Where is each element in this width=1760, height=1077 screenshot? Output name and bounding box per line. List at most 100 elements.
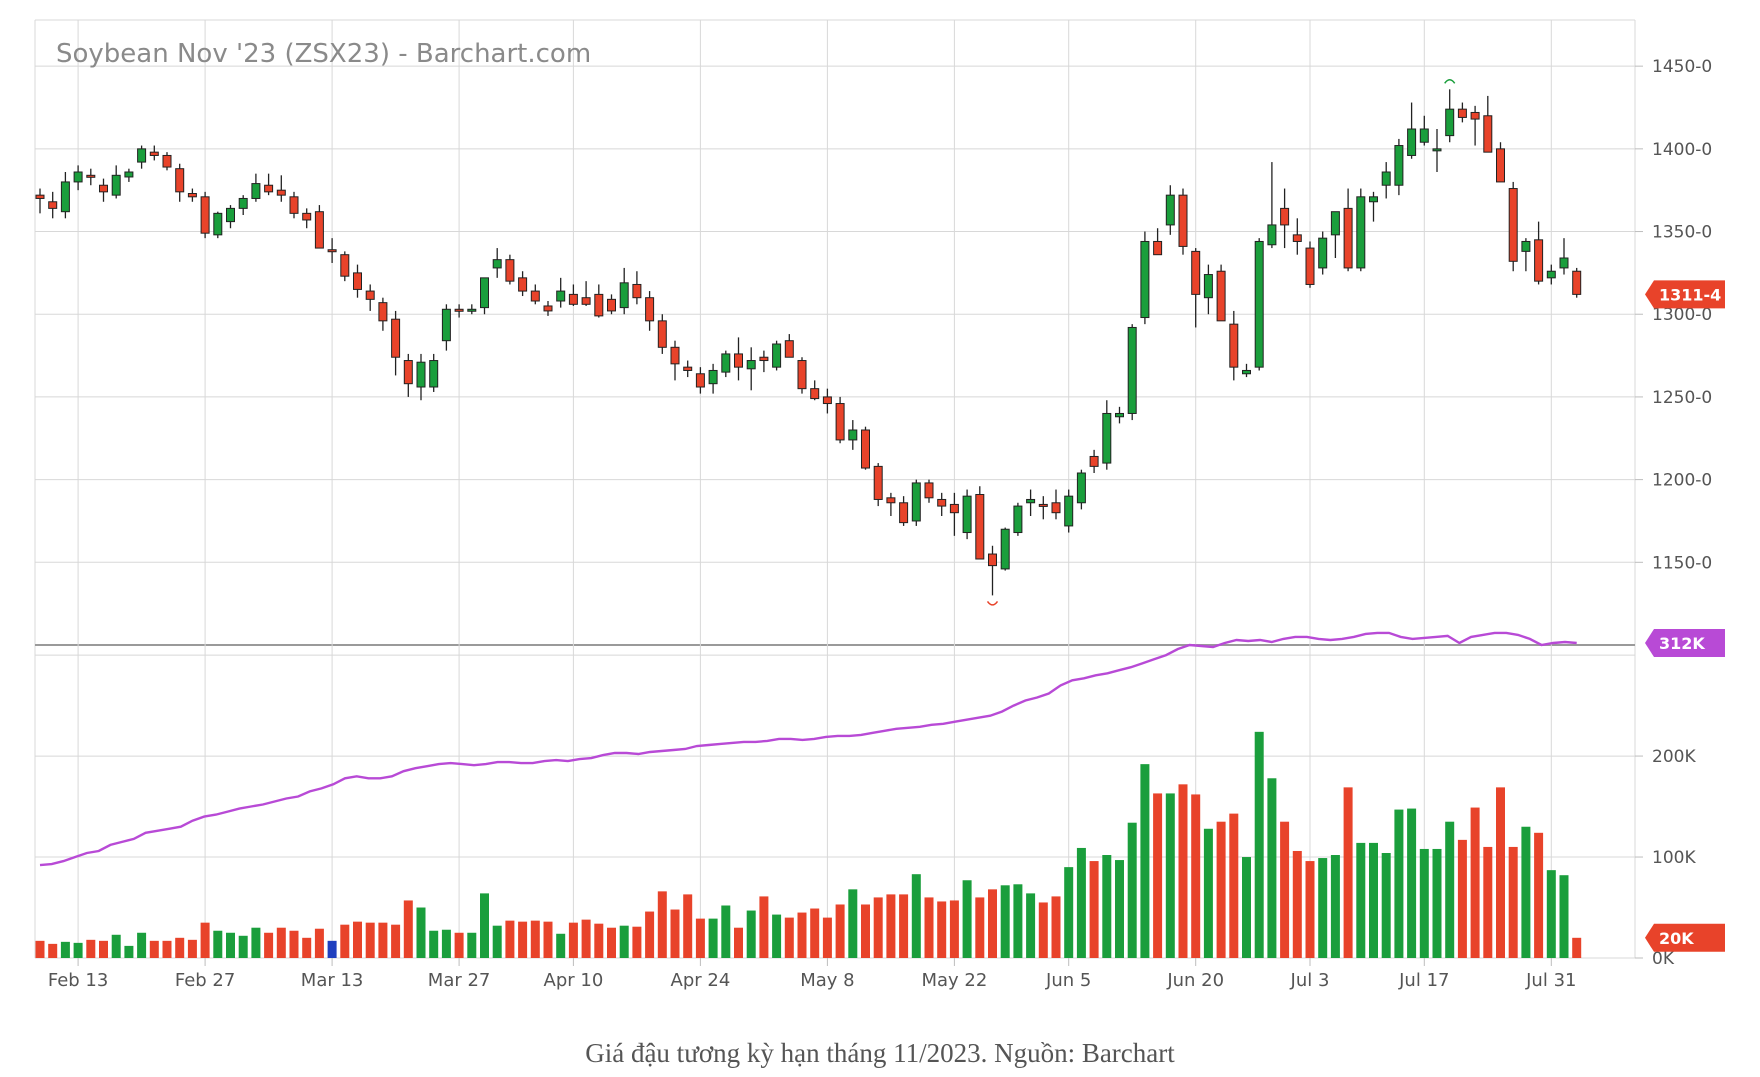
volume-bar	[988, 889, 997, 958]
candle-body	[581, 297, 591, 305]
candle	[530, 284, 540, 305]
volume-bars	[35, 731, 1582, 958]
candle	[1127, 324, 1137, 421]
candle	[1216, 264, 1226, 322]
candle	[1369, 191, 1378, 222]
candle	[848, 420, 858, 450]
volume-bar	[1051, 896, 1061, 958]
candle	[937, 492, 947, 516]
candle-body	[1026, 498, 1036, 504]
candle	[683, 360, 693, 378]
candle-body	[200, 196, 210, 234]
candle-body	[772, 343, 782, 368]
candle-body	[378, 302, 388, 322]
date-tick-label: Feb 13	[48, 970, 109, 991]
volume-bar	[708, 918, 718, 958]
volume-bar	[975, 897, 985, 958]
candle	[378, 297, 388, 331]
candle-body	[137, 148, 147, 163]
candle-body	[899, 502, 909, 524]
volume-bar	[264, 932, 274, 958]
volume-tick-label: 200K	[1652, 747, 1696, 767]
volume-bar	[213, 930, 223, 958]
candle-body	[1267, 224, 1277, 246]
volume-bar	[1305, 861, 1315, 958]
candle	[607, 294, 616, 315]
price-tick-label: 1200-0	[1652, 471, 1712, 491]
chart-title: Soybean Nov '23 (ZSX23) - Barchart.com	[56, 39, 591, 69]
volume-bar	[1483, 846, 1493, 958]
candle	[619, 267, 629, 315]
volume-bar	[1203, 828, 1213, 958]
candle	[1140, 231, 1150, 325]
volume-bar	[175, 937, 185, 958]
candle	[327, 238, 337, 263]
candle-body	[797, 360, 807, 390]
candle	[924, 479, 934, 503]
candle	[35, 188, 45, 214]
volume-bar	[695, 918, 705, 958]
volume-bar	[289, 930, 299, 958]
candle-body	[1572, 270, 1582, 295]
candle-body	[1356, 196, 1366, 269]
volume-bar	[530, 920, 540, 958]
volume-bar	[772, 914, 782, 958]
volume-bar	[1076, 847, 1086, 958]
candle	[264, 173, 274, 196]
volume-bar	[873, 897, 883, 958]
candle	[835, 396, 845, 444]
candle-body	[1457, 108, 1467, 118]
candle	[746, 347, 756, 391]
candle	[632, 271, 642, 305]
candle	[403, 353, 413, 397]
price-tick-label: 1350-0	[1652, 223, 1712, 243]
volume-bar	[1280, 821, 1290, 958]
volume-bar	[1546, 870, 1556, 958]
candle	[238, 195, 248, 215]
volume-bar	[1419, 848, 1429, 958]
volume-bar	[1191, 794, 1201, 958]
candle	[1445, 89, 1455, 143]
candle-body	[162, 154, 172, 168]
volume-bar	[949, 900, 959, 958]
candle-body	[1534, 239, 1544, 282]
candle	[899, 496, 909, 526]
volume-bar	[467, 932, 477, 958]
volume-bar	[937, 901, 947, 958]
candle	[1572, 267, 1582, 298]
candle-body	[518, 277, 528, 292]
candle-body	[1038, 503, 1048, 507]
volume-bar	[1216, 821, 1226, 958]
candle-body	[48, 201, 58, 209]
candle	[1457, 102, 1467, 123]
candle	[416, 353, 426, 401]
last-volume-badge-shape	[1645, 923, 1725, 952]
candle	[1165, 185, 1175, 235]
volume-bar	[683, 894, 693, 958]
candle-body	[530, 290, 540, 302]
candle	[1330, 211, 1340, 258]
volume-bar	[911, 874, 921, 958]
candle-body	[1305, 247, 1315, 285]
volume-bar	[302, 937, 312, 958]
candle-body	[340, 254, 350, 277]
candle	[581, 281, 591, 306]
date-tick-label: Jun 20	[1166, 970, 1224, 991]
date-tick-label: May 22	[921, 970, 987, 991]
volume-bar	[187, 939, 197, 958]
date-tick-label: Mar 27	[428, 970, 491, 991]
candle-body	[213, 212, 223, 236]
volume-bar	[1318, 858, 1328, 958]
candle	[276, 175, 286, 202]
candle	[73, 165, 83, 191]
volume-bar	[670, 909, 680, 958]
volume-bar	[1127, 822, 1137, 958]
volume-bar	[568, 922, 578, 958]
candle	[1534, 221, 1544, 285]
volume-bar	[1369, 842, 1378, 958]
candle-body	[416, 361, 426, 388]
volume-bar	[645, 911, 655, 958]
volume-bar	[1394, 809, 1404, 958]
price-tick-label: 1250-0	[1652, 388, 1712, 408]
candle-body	[708, 369, 718, 385]
